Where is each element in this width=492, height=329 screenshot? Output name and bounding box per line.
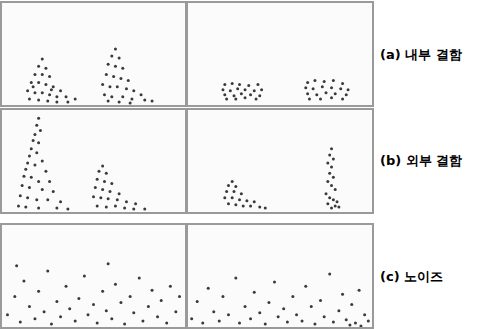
svg-text:(a) 내부 결함: (a) 내부 결함 xyxy=(380,47,462,62)
svg-text:(b) 외부 결함: (b) 외부 결함 xyxy=(380,153,462,168)
svg-text:(c) 노이즈: (c) 노이즈 xyxy=(380,269,443,284)
